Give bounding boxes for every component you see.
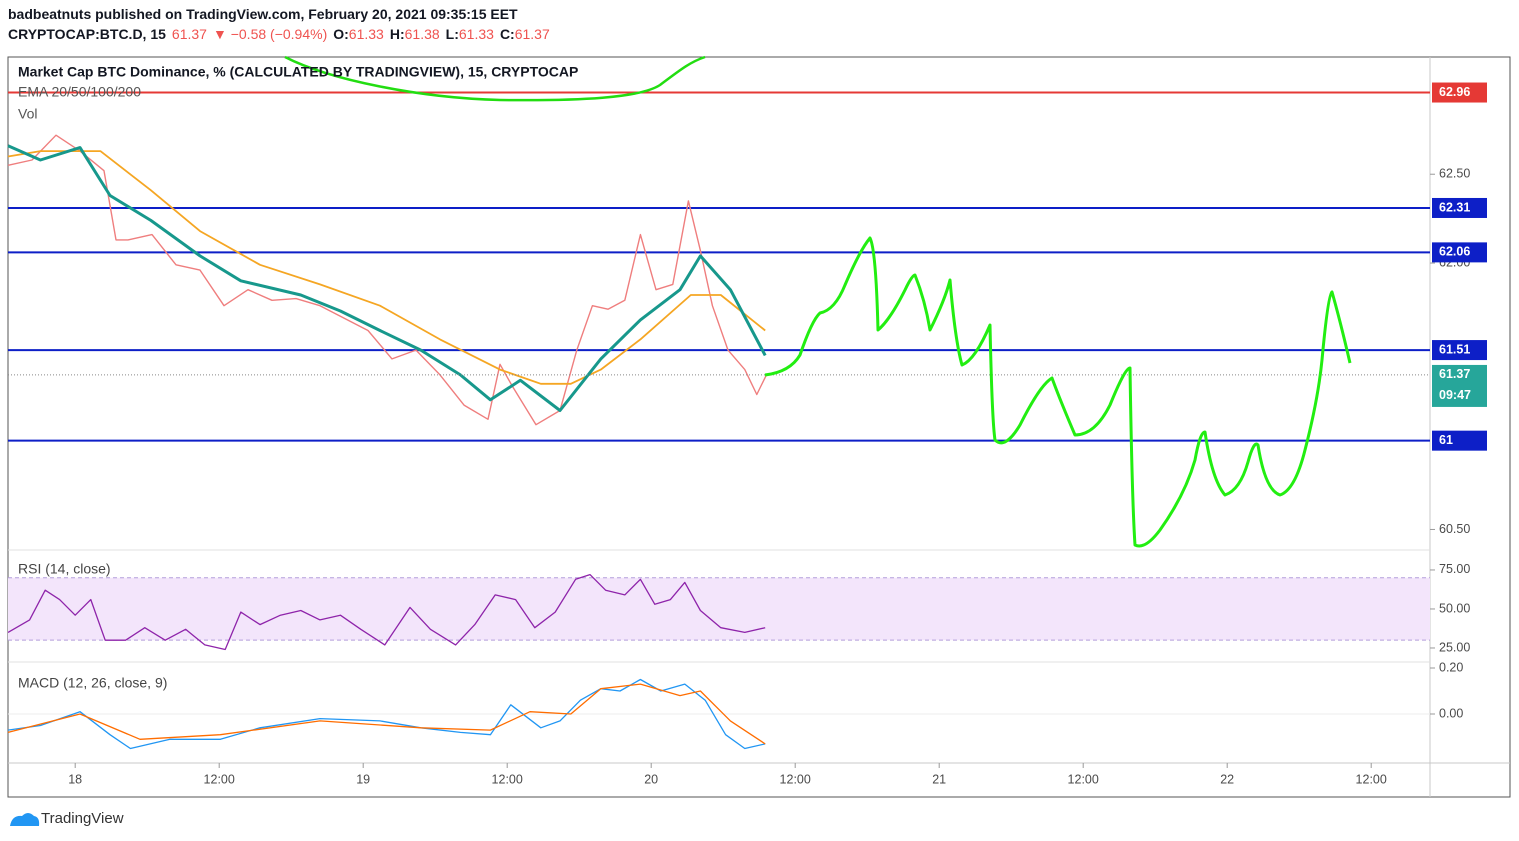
x-tick-label: 20 <box>644 772 658 786</box>
axis-labels: 62.5062.0060.501812:001912:002012:002112… <box>68 82 1487 786</box>
ohlc-label: H: <box>390 26 405 42</box>
brand-name: TradingView <box>41 810 124 827</box>
series-line <box>7 573 766 651</box>
x-tick-label: 12:00 <box>492 772 523 786</box>
x-tick-label: 12:00 <box>1356 772 1387 786</box>
y-tick-label: 0.20 <box>1439 660 1463 674</box>
symbol-line: CRYPTOCAP:BTC.D, 15 61.37 ▼ −0.58 (−0.94%)… <box>8 26 550 42</box>
series-line <box>7 144 767 412</box>
macd-title: MACD (12, 26, close, 9) <box>18 675 167 691</box>
ohlc-value: 61.37 <box>515 26 550 42</box>
x-tick-label: 21 <box>932 772 946 786</box>
ohlc-value: 61.38 <box>405 26 440 42</box>
series-line <box>7 678 766 750</box>
x-tick-label: 12:00 <box>1068 772 1099 786</box>
chart-layers <box>7 91 1430 750</box>
ohlc: O:61.33 H:61.38 L:61.33 C:61.37 <box>333 26 550 42</box>
frame <box>7 56 1511 798</box>
level-label: 62.96 <box>1439 85 1470 99</box>
level-label: 62.31 <box>1439 200 1470 214</box>
x-tick-label: 22 <box>1220 772 1234 786</box>
level-tag <box>1432 197 1487 218</box>
main-title: Market Cap BTC Dominance, % (CALCULATED … <box>18 64 578 80</box>
level-label: 61 <box>1439 433 1453 447</box>
last-label: 61.37 <box>1439 367 1470 381</box>
y-tick-label: 50.00 <box>1439 601 1470 615</box>
rsi-title: RSI (14, close) <box>18 561 111 577</box>
level-tag <box>1432 242 1487 263</box>
byline-text: badbeatnuts published on TradingView.com… <box>8 6 518 22</box>
symbol: CRYPTOCAP:BTC.D, 15 <box>8 26 166 42</box>
x-tick-label: 12:00 <box>780 772 811 786</box>
level-tag <box>1432 430 1487 451</box>
drawing-projection <box>764 236 1352 548</box>
change: ▼ −0.58 (−0.94%) <box>213 26 327 42</box>
series-line <box>7 134 768 426</box>
x-tick-label: 18 <box>68 772 82 786</box>
level-tag <box>1432 82 1487 103</box>
y-tick-label: 75.00 <box>1439 562 1470 576</box>
brand-logo <box>10 813 40 826</box>
last: 61.37 <box>172 26 207 42</box>
legend-ema: EMA 20/50/100/200 <box>18 84 141 100</box>
series-line <box>7 150 766 385</box>
ohlc-value: 61.33 <box>349 26 384 42</box>
countdown: 09:47 <box>1439 388 1471 402</box>
legend-vol: Vol <box>18 106 37 122</box>
level-label: 62.06 <box>1439 245 1470 259</box>
ohlc-label: C: <box>500 26 515 42</box>
series-line <box>7 683 766 745</box>
level-tag <box>1432 340 1487 361</box>
rsi-band <box>8 577 1430 641</box>
last-tag <box>1432 364 1487 407</box>
ohlc-value: 61.33 <box>459 26 494 42</box>
level-label: 61.51 <box>1439 342 1470 356</box>
y-tick-label: 0.00 <box>1439 706 1463 720</box>
drawing-curve <box>284 55 706 102</box>
y-tick-label: 25.00 <box>1439 640 1470 654</box>
y-tick-label: 60.50 <box>1439 522 1470 536</box>
x-tick-label: 12:00 <box>204 772 235 786</box>
brand: TradingView <box>10 810 124 827</box>
x-tick-label: 19 <box>356 772 370 786</box>
y-tick-label: 62.50 <box>1439 167 1470 181</box>
ohlc-label: O: <box>333 26 349 42</box>
byline: badbeatnuts published on TradingView.com… <box>8 6 518 22</box>
ohlc-label: L: <box>446 26 459 42</box>
